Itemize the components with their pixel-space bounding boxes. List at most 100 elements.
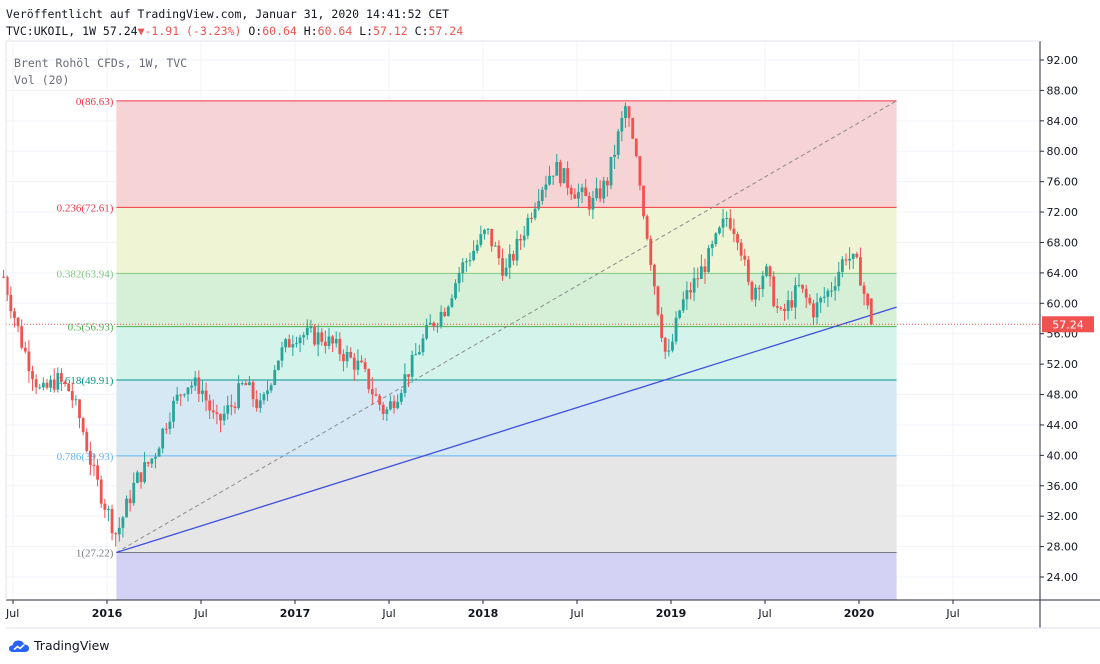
candle-body <box>432 322 436 327</box>
trend-line[interactable] <box>116 306 897 554</box>
fib-diagonal-line[interactable] <box>116 100 897 553</box>
candle-body <box>179 394 183 396</box>
candle-body <box>378 395 381 405</box>
candle-body <box>840 259 844 272</box>
candle-body <box>139 472 143 483</box>
candle-body <box>761 275 765 290</box>
candle-body <box>99 479 103 504</box>
candle-body <box>714 233 718 244</box>
tradingview-brand[interactable]: TradingView <box>8 638 110 653</box>
candle-body <box>703 266 707 273</box>
candle-body <box>389 401 392 410</box>
close-value: 57.24 <box>428 24 464 38</box>
candle-body <box>410 355 414 377</box>
candle-body <box>374 394 378 396</box>
candle-body <box>103 503 107 510</box>
candle-body <box>739 242 743 256</box>
candle-body <box>530 217 533 219</box>
candle-body <box>229 405 233 407</box>
fib-level-label: 0.5(56.93) <box>68 322 114 334</box>
candle-body <box>569 187 573 195</box>
x-tick-label: Jul <box>381 607 395 620</box>
y-tick-label: 76.00 <box>1047 176 1079 189</box>
x-tick-label: Jul <box>569 607 583 620</box>
candle-body <box>598 188 602 199</box>
candle-body <box>707 248 710 273</box>
candle-body <box>211 410 215 413</box>
candle-body <box>360 360 363 363</box>
candle-body <box>349 352 353 358</box>
candle-body <box>323 341 327 346</box>
fib-band <box>116 455 897 553</box>
candle-body <box>107 509 110 511</box>
candle-body <box>812 303 815 318</box>
candle-body <box>624 106 627 118</box>
candle-body <box>128 498 132 504</box>
candle-body <box>146 462 150 464</box>
candle-body <box>49 379 52 388</box>
x-tick-label: 2016 <box>92 607 123 620</box>
candle-body <box>750 281 754 300</box>
chart-title: Brent Rohöl CFDs, 1W, TVC <box>14 56 188 70</box>
candle-body <box>215 412 219 415</box>
candle-body <box>67 383 71 392</box>
candle-body <box>92 464 96 466</box>
fib-band <box>116 552 897 600</box>
candle-body <box>190 385 193 388</box>
low-value: 57.12 <box>373 24 408 38</box>
candle-body <box>414 354 418 356</box>
candle-body <box>464 261 468 263</box>
candle-body <box>830 290 833 292</box>
candle-body <box>869 298 873 325</box>
candle-body <box>692 278 696 293</box>
candle-body <box>327 336 331 346</box>
candle-body <box>363 362 367 370</box>
candle-body <box>732 228 736 235</box>
candle-body <box>60 373 63 382</box>
candle-body <box>819 297 823 303</box>
candle-body <box>793 285 797 308</box>
fib-level-label: 0.786(39.93) <box>57 451 114 463</box>
volume-indicator-label[interactable]: Vol (20) <box>14 73 70 87</box>
x-tick-label: 2020 <box>844 607 875 620</box>
candle-body <box>273 369 277 386</box>
candle-body <box>233 406 237 409</box>
candle-body <box>110 509 114 534</box>
candle-body <box>486 228 490 230</box>
candle-body <box>38 387 42 389</box>
candle-body <box>620 117 624 132</box>
candle-body <box>718 227 721 234</box>
candle-body <box>833 286 837 291</box>
published-line: Veröffentlicht auf TradingView.com, Janu… <box>6 7 449 21</box>
candle-body <box>768 266 772 277</box>
candle-body <box>616 131 620 155</box>
candle-body <box>334 338 338 344</box>
candle-body <box>808 297 812 304</box>
candle-body <box>56 373 60 390</box>
last-price-tag <box>1042 316 1094 333</box>
candle-body <box>580 187 584 193</box>
candle-body <box>540 189 544 201</box>
candle-body <box>417 352 421 355</box>
candle-body <box>501 258 504 276</box>
y-tick-label: 84.00 <box>1047 115 1079 128</box>
y-tick-label: 28.00 <box>1047 541 1079 554</box>
candle-body <box>468 260 472 262</box>
candle-body <box>85 432 89 451</box>
candle-body <box>269 385 273 391</box>
candle-body <box>331 336 334 344</box>
candle-body <box>558 161 562 184</box>
candle-body <box>537 200 541 209</box>
candle-body <box>519 238 522 241</box>
candle-body <box>114 533 118 535</box>
candle-body <box>736 234 739 243</box>
candle-body <box>186 387 190 395</box>
candle-body <box>381 404 385 414</box>
candle-body <box>577 192 580 199</box>
candle-body <box>175 394 179 401</box>
candle-body <box>613 154 616 157</box>
candle-body <box>490 228 494 247</box>
candle-body <box>696 278 700 280</box>
candle-body <box>367 369 371 390</box>
